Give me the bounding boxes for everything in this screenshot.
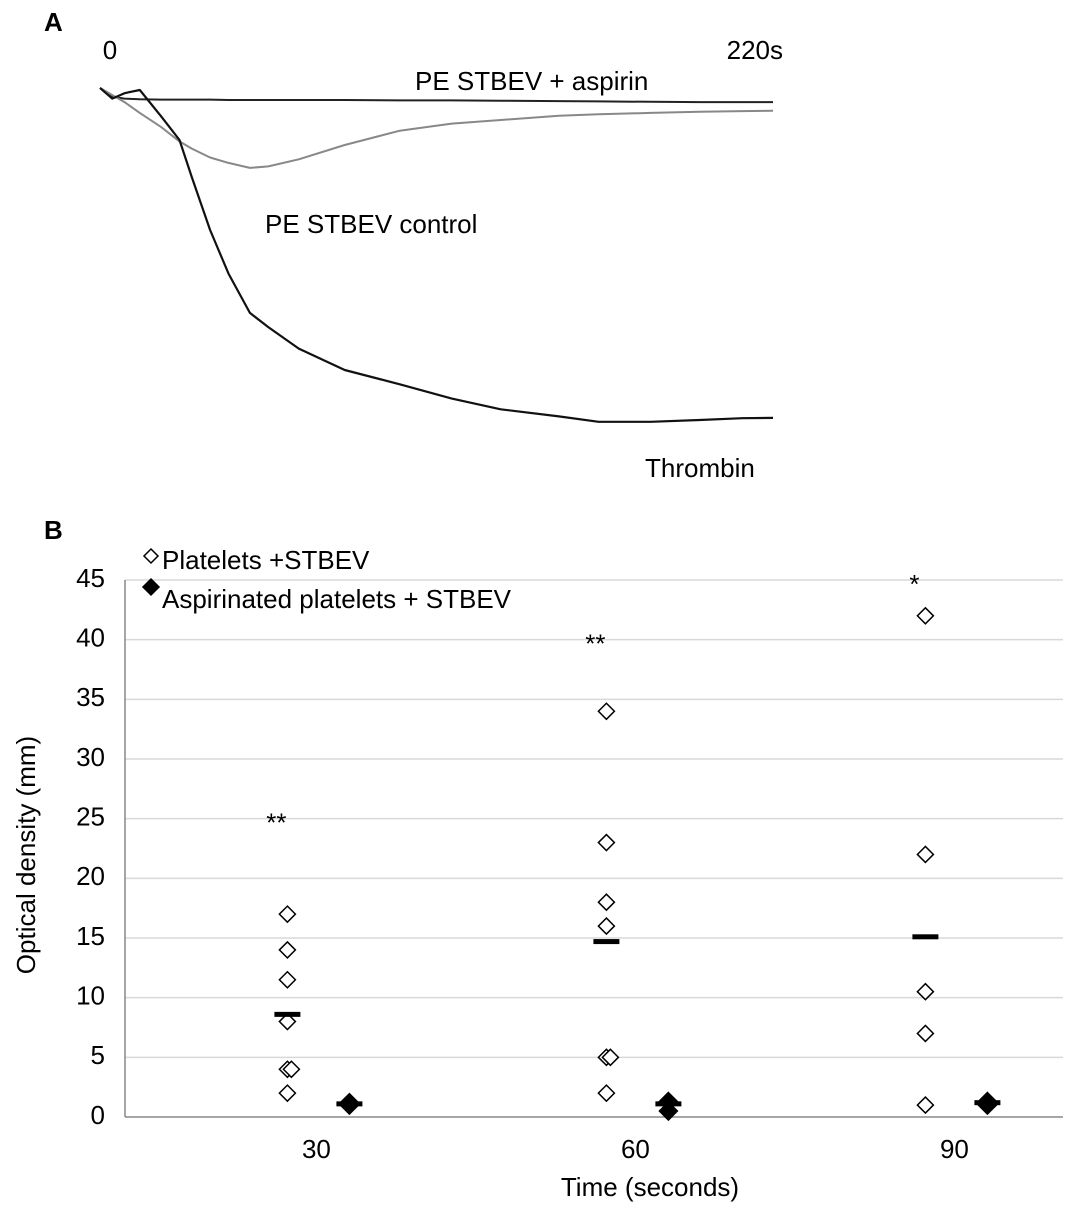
data-point [597,833,616,852]
legend-label: Aspirinated platelets + STBEV [162,584,512,614]
y-tick-label: 15 [76,921,105,951]
y-tick-label: 10 [76,981,105,1011]
y-tick-label: 40 [76,623,105,653]
series-label: PE STBEV control [265,209,477,239]
trace [99,87,774,169]
y-axis-title: Optical density (mm) [11,736,41,974]
data-point [916,1024,935,1043]
trace [99,87,774,423]
trace [99,87,773,104]
mean-bar [974,1100,1001,1106]
x-tick-label: 90 [940,1134,969,1164]
mean-bar [274,1011,301,1017]
data-point [278,1084,297,1103]
data-point [916,1096,935,1115]
data-point [597,917,616,936]
legend-marker [142,547,160,565]
x-tick-label: 30 [302,1134,331,1164]
legend-marker [141,577,161,597]
data-point [916,982,935,1001]
mean-bar [593,939,620,945]
mean-bar [336,1101,363,1107]
data-point [278,905,297,924]
series-label: PE STBEV + aspirin [415,66,648,96]
data-point [597,893,616,912]
significance: ** [585,629,605,659]
data-point [282,1060,301,1079]
data-point [597,702,616,721]
mean-bar [912,934,939,940]
y-tick-label: 5 [91,1040,105,1070]
data-point [597,1084,616,1103]
data-point [658,1100,679,1122]
significance: ** [266,808,286,838]
series-label: Thrombin [645,453,755,483]
x-tick-label: 220s [727,35,783,65]
data-point [278,970,297,989]
y-tick-label: 25 [76,802,105,832]
data-point [601,1048,620,1067]
panel-label: B [44,515,63,545]
data-point [916,845,935,864]
data-point [916,606,935,625]
mean-bar [655,1101,682,1107]
x-axis-title: Time (seconds) [561,1172,739,1202]
x-tick-label: 60 [621,1134,650,1164]
data-point [278,1012,297,1031]
y-tick-label: 45 [76,563,105,593]
significance: * [909,569,919,599]
data-point [278,940,297,959]
x-tick-label: 0 [103,35,117,65]
y-tick-label: 20 [76,861,105,891]
y-tick-label: 0 [91,1100,105,1130]
panel-label: A [44,7,63,37]
y-tick-label: 30 [76,742,105,772]
legend-label: Platelets +STBEV [162,545,370,575]
y-tick-label: 35 [76,682,105,712]
